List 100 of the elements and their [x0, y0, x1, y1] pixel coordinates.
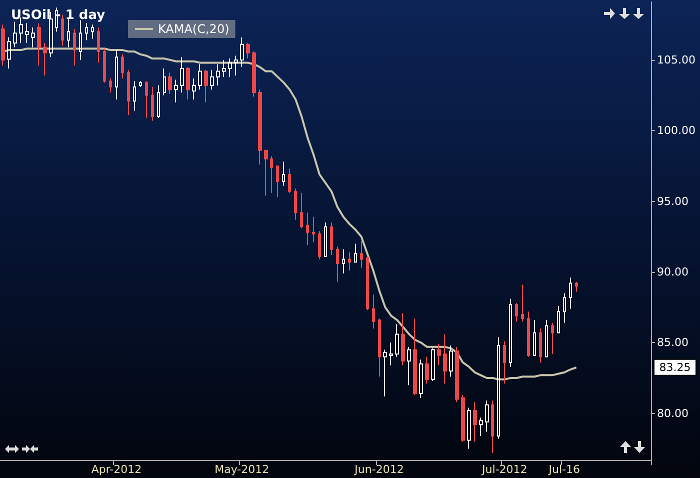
- y-tick-label: 85.00: [657, 336, 688, 350]
- candlestick: [270, 156, 273, 194]
- candlestick: [491, 400, 494, 454]
- candlestick: [473, 402, 477, 442]
- text: 83.25: [659, 360, 691, 374]
- candlestick: [73, 28, 76, 66]
- candlestick: [294, 188, 297, 220]
- x-tick-label: Jul-16: [548, 463, 580, 476]
- candlestick: [312, 216, 315, 243]
- candlestick: [372, 294, 375, 330]
- candlestick: [533, 320, 536, 356]
- candlestick: [252, 50, 256, 98]
- candlestick: [300, 192, 303, 229]
- candlestick: [234, 55, 238, 76]
- candlestick: [67, 18, 70, 48]
- candlestick: [497, 336, 500, 440]
- candlestick: [145, 80, 148, 118]
- candlestick: [467, 407, 471, 450]
- candlestick: [551, 322, 554, 354]
- candlestick: [264, 150, 268, 196]
- candlestick: [479, 417, 483, 436]
- y-tick-label: 90.00: [657, 265, 688, 278]
- legend-label: KAMA(C,20): [158, 22, 230, 36]
- candlestick: [151, 86, 154, 122]
- candlestick: [485, 400, 489, 432]
- candlestick: [395, 324, 399, 358]
- candlestick: [407, 346, 411, 386]
- candlestick: [228, 58, 232, 78]
- candlestick: [168, 72, 172, 94]
- candlestick: [157, 84, 160, 118]
- x-tick-label: Jun-2012: [354, 463, 404, 476]
- candlestick: [127, 69, 130, 116]
- candlestick: [174, 79, 178, 103]
- candlestick: [49, 11, 53, 58]
- candlestick: [85, 22, 88, 41]
- candlestick: [37, 22, 41, 66]
- y-tick-label: 100.00: [657, 124, 696, 138]
- candlestick: [545, 320, 548, 358]
- candlestick: [413, 318, 417, 396]
- candlestick: [240, 36, 244, 68]
- candlestick: [509, 298, 512, 368]
- candlestick: [192, 78, 196, 100]
- y-tick-label: 80.00: [657, 406, 688, 420]
- candlestick: [378, 318, 381, 378]
- candlestick: [461, 394, 465, 442]
- candlestick: [210, 69, 214, 90]
- candlestick: [449, 345, 453, 378]
- candlestick: [527, 311, 530, 358]
- candlestick: [163, 68, 166, 96]
- candlestick: [180, 56, 184, 93]
- candlestick: [115, 50, 118, 100]
- candlestick: [563, 292, 566, 324]
- candlestick: [348, 252, 351, 272]
- candlestick: [121, 54, 124, 79]
- candlestick: [437, 344, 441, 366]
- candlestick: [109, 78, 112, 93]
- candlestick: [7, 36, 11, 69]
- candlestick: [401, 312, 405, 366]
- candlestick: [539, 328, 542, 363]
- candlestick: [569, 277, 572, 310]
- candlestick: [324, 222, 327, 257]
- candlestick: [1, 24, 5, 66]
- x-tick-label: Jul-2012: [481, 463, 528, 476]
- candlestick: [246, 42, 250, 60]
- candlestick: [139, 80, 142, 88]
- candlestick: [222, 59, 226, 78]
- candlestick: [31, 26, 35, 48]
- candlestick: [443, 334, 447, 384]
- candlestick: [306, 212, 309, 246]
- candlestick: [521, 284, 524, 322]
- candlestick: [575, 281, 578, 292]
- candlestick: [133, 80, 136, 112]
- candlestick: [13, 21, 17, 48]
- candlestick: [318, 230, 321, 260]
- candlestick: [97, 26, 100, 64]
- candlestick: [515, 302, 518, 322]
- y-tick-label: 105.00: [657, 53, 696, 66]
- x-tick-label: Apr-2012: [91, 463, 142, 476]
- candlestick: [198, 64, 202, 90]
- candlestick: [336, 246, 339, 282]
- candlestick: [43, 42, 47, 76]
- candlestick: [360, 240, 363, 268]
- candlestick: [258, 89, 262, 166]
- y-tick-label: 95.00: [657, 194, 688, 208]
- candlestick: [389, 342, 393, 366]
- candlestick: [91, 24, 94, 40]
- candlestick: [61, 14, 64, 46]
- candlestick: [103, 48, 106, 84]
- candlestick: [366, 257, 369, 311]
- candlestick: [354, 243, 357, 263]
- candlestick: [204, 69, 208, 103]
- candlestick: [419, 359, 423, 398]
- x-tick-label: May-2012: [214, 463, 270, 476]
- candlestick: [455, 346, 459, 403]
- candlestick: [342, 248, 345, 274]
- candlestick: [383, 349, 387, 397]
- candlestick: [557, 305, 560, 334]
- candlestick: [330, 222, 333, 256]
- candlestick: [186, 66, 190, 100]
- candlestick: [276, 165, 279, 198]
